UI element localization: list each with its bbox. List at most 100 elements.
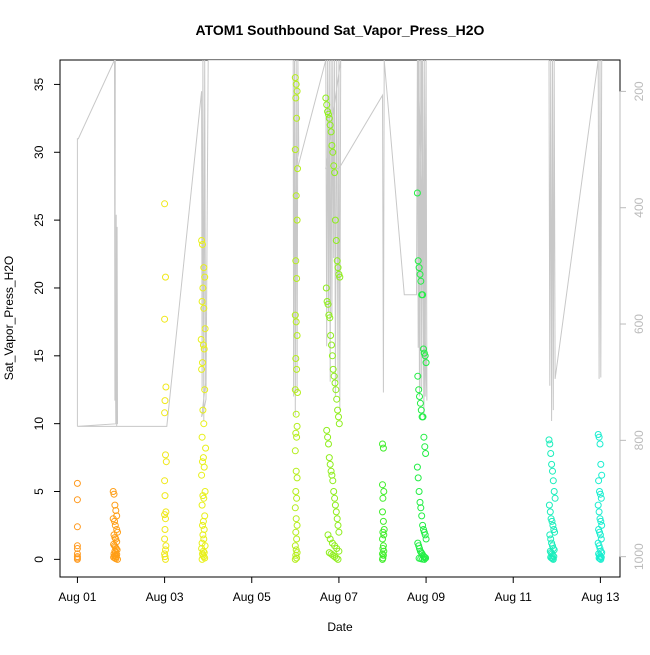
data-point — [292, 515, 300, 523]
y-tick-label: 35 — [32, 77, 46, 91]
data-point — [293, 114, 301, 122]
data-point — [334, 521, 342, 529]
data-point — [199, 454, 207, 462]
data-point — [413, 463, 421, 471]
data-point — [331, 169, 339, 177]
data-point — [292, 355, 300, 362]
data-point — [549, 477, 557, 485]
data-point — [328, 471, 336, 479]
data-point — [595, 508, 603, 516]
data-point — [414, 372, 422, 380]
data-point — [201, 386, 209, 394]
data-point — [419, 521, 427, 529]
data-point — [333, 515, 341, 523]
data-point — [594, 501, 602, 509]
data-point — [293, 535, 301, 543]
data-point — [293, 275, 301, 282]
data-point — [326, 121, 334, 129]
data-point — [420, 555, 428, 563]
data-point — [200, 345, 208, 353]
data-point — [292, 528, 300, 536]
data-point — [73, 479, 81, 487]
data-point — [598, 521, 606, 529]
data-point — [327, 128, 335, 136]
data-point — [323, 426, 331, 434]
data-point — [198, 471, 206, 479]
data-point — [291, 504, 299, 512]
data-point — [293, 494, 301, 502]
data-point — [416, 399, 424, 407]
data-point — [325, 440, 332, 448]
data-point — [199, 359, 206, 367]
data-point — [595, 477, 603, 485]
data-point — [324, 531, 332, 539]
data-point — [333, 257, 341, 265]
data-point — [414, 474, 422, 482]
data-point — [162, 555, 169, 563]
data-point — [291, 146, 299, 154]
data-point — [73, 496, 81, 504]
data-point — [546, 440, 554, 448]
data-point — [551, 494, 559, 502]
data-point — [415, 386, 423, 394]
data-point — [416, 393, 423, 400]
data-point — [328, 142, 336, 149]
data-point — [161, 511, 169, 519]
data-point — [110, 490, 118, 498]
data-point — [200, 494, 208, 502]
data-point — [419, 413, 427, 421]
data-point — [334, 406, 342, 414]
data-point — [162, 515, 169, 523]
data-point — [292, 257, 300, 265]
x-tick-label: Aug 05 — [233, 590, 271, 604]
data-point — [73, 545, 81, 552]
data-point — [292, 80, 300, 88]
data-point — [546, 531, 554, 539]
data-point — [332, 554, 340, 562]
data-point — [293, 433, 301, 441]
data-point — [291, 542, 299, 550]
y2-tick-label: 400 — [632, 197, 646, 217]
data-point — [417, 277, 425, 285]
y-tick-label: 30 — [32, 145, 46, 159]
data-point — [420, 345, 427, 353]
data-point — [293, 216, 301, 224]
data-point — [335, 528, 343, 536]
data-point — [161, 477, 169, 485]
data-point — [331, 216, 339, 224]
data-point — [326, 535, 334, 543]
data-point — [596, 490, 604, 498]
data-point — [162, 451, 169, 459]
x-axis: Aug 01 Aug 03 Aug 05 Aug 07 Aug 09 Aug 11 Aug … — [58, 576, 620, 604]
data-point — [201, 273, 209, 281]
data-point — [416, 498, 424, 506]
data-point — [596, 555, 604, 563]
data-point — [199, 517, 207, 525]
data-point — [421, 443, 429, 451]
y2-axis: 200 400 600 800 1000 — [619, 81, 646, 570]
data-point — [548, 554, 556, 562]
data-point — [422, 359, 430, 367]
y-tick-label: 25 — [32, 213, 46, 227]
data-point — [73, 555, 81, 563]
data-point — [325, 110, 332, 118]
data-point — [335, 413, 342, 421]
data-point — [596, 440, 604, 448]
data-point — [198, 237, 206, 244]
data-point — [202, 444, 210, 452]
y-tick-label: 15 — [32, 349, 46, 363]
data-point — [380, 488, 388, 495]
data-point — [547, 535, 555, 543]
data-point — [291, 74, 299, 82]
data-point — [595, 433, 603, 441]
data-point — [161, 526, 169, 533]
y-tick-label: 5 — [32, 488, 46, 495]
data-point — [379, 535, 386, 543]
data-point — [323, 101, 331, 109]
data-point — [332, 386, 340, 394]
data-point — [198, 298, 206, 305]
data-point — [335, 547, 343, 555]
y-tick-label: 10 — [32, 417, 46, 431]
data-point — [73, 542, 81, 550]
